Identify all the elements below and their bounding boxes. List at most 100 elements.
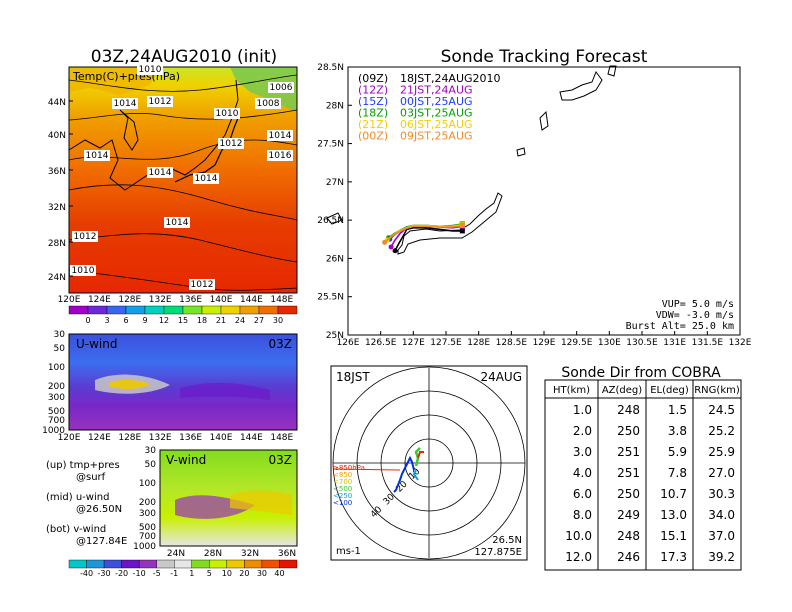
v-lat-label: 28N [204, 549, 222, 559]
track-lat-label: 25N [326, 331, 344, 341]
track-legend-time: 09JST,25AUG [400, 130, 473, 143]
u-lon-label: 124E [88, 433, 111, 443]
track-legend-time: 06JST,25AUG [400, 118, 473, 131]
u-lon-label: 140E [210, 433, 233, 443]
isobar-label: 1012 [149, 97, 172, 107]
v-colorbar-swatch [138, 559, 157, 569]
u-lon-label: 128E [118, 433, 141, 443]
map-lon-label: 124E [88, 295, 111, 305]
v-wind-colorbar: -40 -30 -20 -10 -5 -1 1 5 10 20 30 40 [68, 559, 298, 578]
isobar [68, 74, 298, 92]
v-colorbar-label: -1 [170, 569, 178, 578]
u-wind-frame [68, 333, 298, 431]
u-pressure-label: 300 [48, 393, 65, 403]
v-colorbar-swatch [103, 559, 122, 569]
cobra-cell: 37.0 [708, 529, 735, 543]
isobar-label: 1008 [257, 99, 280, 109]
temperature-colorbar: 0 3 6 9 12 15 18 21 24 27 30 [68, 305, 298, 325]
v-wind-label: V-wind [166, 453, 206, 467]
island [326, 212, 343, 225]
hodograph-wind-arrow [335, 468, 401, 471]
colorbar-swatch [87, 305, 108, 315]
v-pressure-label: 50 [145, 460, 157, 470]
track-lon-label: 128E [467, 338, 490, 348]
map-lat-label: 32N [48, 203, 66, 213]
cobra-cell: 3.8 [668, 424, 687, 438]
hodograph-trace [412, 469, 419, 481]
track-lon-label: 130E [598, 338, 621, 348]
colorbar-label: 3 [104, 316, 109, 325]
cobra-cell: 251 [617, 445, 640, 459]
track-line [394, 227, 463, 252]
island [607, 65, 617, 77]
u-lon-label: 136E [179, 433, 202, 443]
colorbar-swatch [277, 305, 298, 315]
cobra-header: RNG(km) [694, 385, 740, 396]
v-pressure-label: 300 [139, 509, 156, 519]
map-lat-label: 24N [48, 273, 66, 283]
polar-lon: 127.875E [474, 547, 522, 558]
v-wind-time: 03Z [269, 453, 293, 467]
track-lon-label: 126E [337, 338, 360, 348]
track-lon-label: 129.5E [561, 338, 593, 348]
v-lat-label: 32N [241, 549, 259, 559]
v-pressure-label: 700 [139, 532, 156, 542]
track-lon-label: 130.5E [626, 338, 658, 348]
v-colorbar-swatch [121, 559, 140, 569]
u-wind-label: U-wind [76, 337, 117, 351]
track-legend-code: (15Z) [358, 95, 388, 108]
cobra-header: HT(km) [553, 385, 590, 396]
colorbar-swatch [163, 305, 184, 315]
polar-unit: ms-1 [336, 546, 361, 557]
cobra-header: AZ(deg) [602, 385, 642, 396]
cobra-cell: 7.8 [668, 466, 687, 480]
colorbar-label: 9 [142, 316, 147, 325]
track-legend-code: (12Z) [358, 84, 388, 97]
hodograph-trace [417, 451, 424, 459]
track-lon-label: 129E [533, 338, 556, 348]
island [516, 147, 526, 157]
main-title: 03Z,24AUG2010 (init) [91, 47, 277, 67]
description-line: @127.84E [76, 536, 127, 547]
track-line [384, 224, 463, 243]
cobra-table-cells: HT(km) AZ(deg) EL(deg) RNG(km) 1.0 248 1.5 24.5… [553, 385, 740, 564]
v-wind-lat-labels: 24N 28N 32N 36N [167, 549, 296, 559]
isobar-label: 1016 [269, 151, 292, 161]
cobra-cell: 13.0 [660, 508, 687, 522]
polar-legend: ≥850hPa<850<700<500<250<100 [333, 464, 365, 507]
track-lat-label: 28.5N [317, 63, 344, 73]
v-lat-label: 24N [167, 549, 185, 559]
amami-island [559, 70, 603, 101]
isobar-label-bg [147, 167, 173, 178]
cobra-table: Sonde Dir from COBRA HT(km) AZ(deg) EL(deg… [544, 365, 742, 571]
cobra-cell: 17.3 [660, 550, 687, 564]
isobar-label-bg [189, 279, 215, 290]
isobar-label-bg [164, 217, 190, 228]
v-colorbar-swatch [86, 559, 105, 569]
colorbar-label: 15 [178, 316, 188, 325]
track-lat-label: 27N [326, 178, 344, 188]
cobra-cell: 24.5 [708, 403, 735, 417]
cobra-cell: 1.0 [573, 403, 592, 417]
isobar-label: 1012 [74, 232, 97, 242]
track-lat-label: 27.5N [317, 140, 344, 150]
u-wind-band [180, 382, 270, 400]
description-line: (up) tmp+pres [46, 460, 120, 471]
colorbar-label: 27 [254, 316, 264, 325]
track-lon-label: 127E [402, 338, 425, 348]
cobra-cell: 15.1 [660, 529, 687, 543]
track-start-point [388, 244, 394, 250]
isobar-label: 1014 [114, 99, 137, 109]
v-colorbar-swatch [156, 559, 175, 569]
isobar [68, 184, 298, 221]
burst-text: Burst Alt= 25.0 km [626, 321, 734, 332]
track-lon-label: 132E [729, 338, 752, 348]
cobra-cell: 251 [617, 466, 640, 480]
v-colorbar-label: -10 [133, 569, 146, 578]
track-legend-code: (21Z) [358, 118, 388, 131]
cobra-cell: 2.0 [573, 424, 592, 438]
u-wind-jet-core [110, 379, 150, 389]
